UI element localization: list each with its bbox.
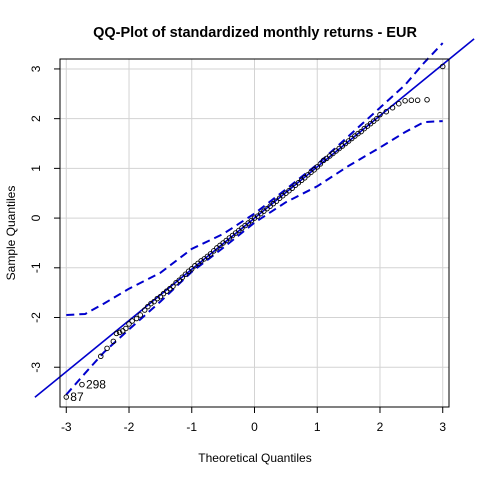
data-point xyxy=(377,111,383,118)
data-point xyxy=(396,100,402,107)
y-tick-label: 3 xyxy=(29,65,43,72)
grid-lines xyxy=(60,59,449,407)
data-point xyxy=(104,345,110,352)
data-point xyxy=(301,175,308,181)
data-point xyxy=(133,315,140,322)
data-point xyxy=(176,277,182,283)
data-point xyxy=(182,271,189,278)
x-tick-label: -3 xyxy=(61,420,72,434)
data-point xyxy=(317,161,324,167)
x-tick-label: 3 xyxy=(439,420,446,434)
x-tick-label: -1 xyxy=(186,420,197,434)
x-tick-label: 2 xyxy=(377,420,384,434)
data-point xyxy=(289,185,295,192)
reference-line xyxy=(34,38,475,398)
data-point xyxy=(210,248,217,254)
data-point xyxy=(98,353,104,360)
x-tick-label: 1 xyxy=(314,420,321,434)
data-point xyxy=(157,293,164,300)
y-tick-label: 1 xyxy=(29,165,43,172)
data-point xyxy=(151,298,157,305)
y-tick-label: 2 xyxy=(29,115,43,122)
data-point xyxy=(189,266,195,272)
data-point xyxy=(383,108,390,115)
axes: -3 -2 -1 0 1 2 3 -3 -2 -1 0 1 2 3 xyxy=(29,65,446,434)
point-label-298: 298 xyxy=(86,378,106,392)
data-point xyxy=(145,303,151,310)
data-point xyxy=(179,274,186,280)
y-tick-label: 0 xyxy=(29,214,43,221)
data-point xyxy=(358,128,364,135)
chart-title: QQ-Plot of standardized monthly returns … xyxy=(93,25,417,41)
data-point xyxy=(116,329,123,336)
data-point xyxy=(207,251,214,257)
data-point xyxy=(402,98,408,104)
data-point xyxy=(314,164,320,170)
data-point xyxy=(129,318,135,324)
data-point xyxy=(374,115,380,122)
y-tick-label: -3 xyxy=(29,362,43,373)
x-axis-label: Theoretical Quantiles xyxy=(198,451,311,465)
x-tick-label: -2 xyxy=(124,420,135,434)
data-point xyxy=(414,97,421,104)
data-point xyxy=(63,394,70,400)
point-label-87: 87 xyxy=(70,390,84,404)
envelope-upper-line xyxy=(66,42,444,316)
data-point xyxy=(273,198,280,204)
data-point xyxy=(389,104,396,111)
data-point xyxy=(79,381,85,388)
data-point xyxy=(113,330,120,337)
x-tick-label: 0 xyxy=(251,420,258,434)
y-tick-label: -1 xyxy=(29,262,43,273)
data-point xyxy=(311,167,317,173)
y-tick-label: -2 xyxy=(29,312,43,323)
data-point xyxy=(408,97,415,104)
data-point xyxy=(123,325,129,332)
data-point xyxy=(126,321,132,327)
data-point xyxy=(137,312,144,318)
y-axis-label: Sample Quantiles xyxy=(4,186,18,281)
data-point xyxy=(170,283,176,289)
data-point xyxy=(110,338,117,345)
data-point xyxy=(141,307,148,313)
envelope-lower-line xyxy=(65,120,443,396)
data-point xyxy=(439,63,446,70)
data-point xyxy=(424,97,430,103)
